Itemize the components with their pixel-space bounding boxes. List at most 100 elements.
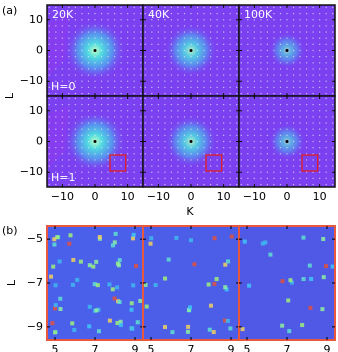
peak (266, 134, 269, 136)
peak (68, 116, 70, 118)
peak (305, 165, 308, 167)
peak (292, 62, 295, 64)
peak (127, 37, 129, 39)
peak (57, 259, 62, 264)
field-label: H=1 (51, 171, 76, 184)
peak (177, 13, 179, 15)
peak (332, 147, 334, 149)
peak (94, 56, 96, 58)
peak (260, 56, 262, 58)
peak (48, 62, 50, 64)
peak (75, 277, 80, 282)
peak (292, 128, 295, 130)
peak (209, 6, 212, 9)
peak (151, 49, 153, 52)
peak (164, 140, 166, 143)
peak (203, 6, 205, 9)
peak (223, 80, 225, 82)
peak (266, 31, 269, 33)
peak (61, 165, 63, 167)
peak (110, 287, 115, 292)
peak (260, 37, 262, 39)
subplot (142, 225, 240, 341)
peak (87, 31, 90, 33)
peak (319, 128, 321, 130)
peak (100, 97, 103, 100)
peak (68, 19, 70, 21)
peak (120, 56, 122, 58)
peak (61, 116, 63, 118)
peak (292, 25, 295, 27)
peak (266, 62, 269, 64)
peak (183, 68, 186, 70)
peak (325, 183, 327, 186)
peak (332, 31, 334, 33)
peak (78, 259, 83, 264)
peak (279, 13, 282, 15)
peak (81, 6, 83, 9)
peak (319, 56, 321, 58)
peak (68, 233, 73, 238)
peak (170, 37, 173, 39)
peak (299, 25, 301, 27)
peak (164, 171, 166, 173)
peak (253, 19, 255, 21)
peak (247, 92, 249, 95)
peak (74, 80, 77, 82)
peak (266, 86, 269, 88)
peak (292, 177, 295, 179)
peak (94, 43, 96, 45)
peak (203, 68, 205, 70)
peak (151, 134, 153, 136)
peak (273, 177, 275, 179)
peak (164, 183, 166, 186)
peak (209, 13, 212, 15)
peak (133, 25, 135, 27)
peak (140, 37, 142, 39)
peak (113, 122, 116, 124)
peak (190, 80, 192, 82)
peak (151, 140, 153, 143)
peak (209, 25, 212, 27)
peak (53, 330, 58, 335)
x-tick-label: 5 (148, 343, 155, 352)
peak (279, 31, 282, 33)
peak (325, 19, 327, 21)
peak (247, 171, 249, 173)
peak (247, 159, 249, 161)
peak (129, 301, 134, 306)
peak (223, 128, 225, 130)
peak (151, 104, 153, 106)
peak (177, 37, 179, 39)
peak (260, 13, 262, 15)
peak (133, 74, 135, 76)
peak (247, 183, 249, 186)
peak (209, 86, 212, 88)
peak (203, 104, 205, 106)
peak (55, 13, 57, 15)
peak (207, 327, 212, 332)
peak (81, 62, 83, 64)
peak (273, 86, 275, 88)
peak (280, 279, 285, 284)
peak (332, 104, 334, 106)
peak (266, 153, 269, 155)
peak (325, 147, 327, 149)
peak (87, 324, 92, 329)
peak (228, 326, 233, 331)
peak (196, 183, 199, 186)
peak (61, 43, 63, 45)
x-tick-label: −10 (147, 190, 170, 203)
peak (157, 25, 159, 27)
peak (81, 104, 83, 106)
peak (324, 264, 329, 269)
peak (312, 140, 314, 143)
peak (177, 110, 179, 112)
peak (260, 159, 262, 161)
peak (113, 13, 116, 15)
peak (186, 324, 191, 329)
peak (325, 6, 327, 9)
peak (279, 183, 282, 186)
peak (74, 183, 77, 186)
